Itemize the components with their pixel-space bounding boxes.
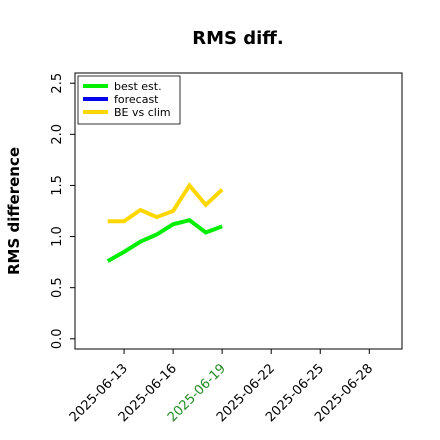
y-tick-label: 0.5 [50,277,65,298]
plot-frame [74,72,403,350]
series-line [107,182,224,224]
y-tick-label: 1.5 [50,175,65,196]
y-tick-label: 0.0 [50,328,65,349]
legend-label: best est. [114,80,162,93]
chart-title: RMS diff. [192,28,283,49]
legend-label: BE vs clim [114,106,171,119]
y-axis-label: RMS difference [5,147,23,275]
y-tick-label: 2.5 [50,73,65,94]
legend-label: forecast [114,93,159,106]
series-line [106,218,223,263]
y-tick-label: 2.0 [50,124,65,145]
y-tick-label: 1.0 [50,226,65,247]
